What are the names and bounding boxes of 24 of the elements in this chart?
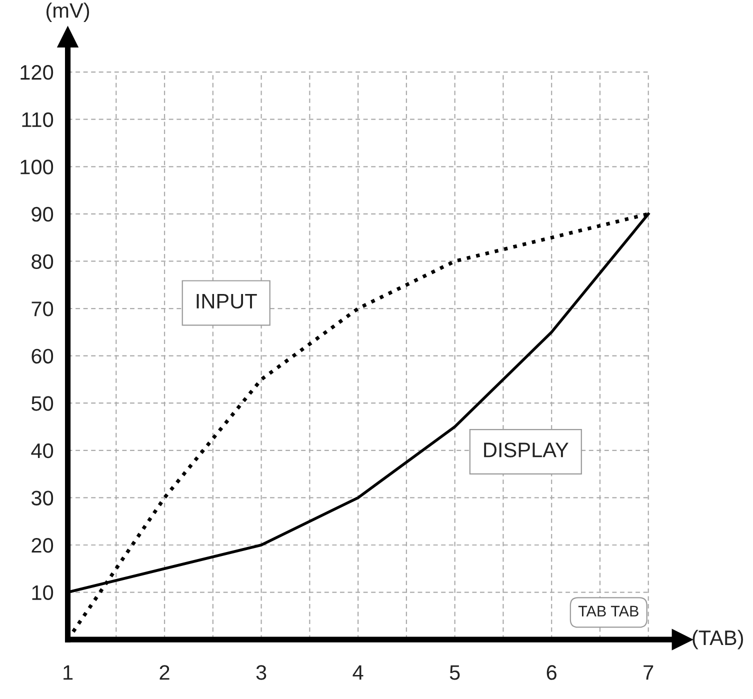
x-tick-label: 5 (450, 665, 460, 680)
annotation: TAB TAB (578, 606, 638, 616)
text: INPUT (196, 294, 257, 309)
y-tick-label: 50 (32, 396, 54, 411)
x-tick-label: 4 (352, 665, 364, 680)
series-label: DISPLAY (484, 442, 568, 458)
x-axis-title: (TAB) (692, 630, 743, 650)
y-tick-label: 60 (32, 348, 54, 364)
y-tick-label: 110 (22, 112, 54, 128)
y-tick-label: 120 (20, 65, 54, 80)
y-tick-label: 40 (31, 443, 54, 458)
y-axis-title: (mV) (46, 2, 90, 22)
x-tick-label: 3 (256, 665, 266, 680)
y-tick-label: 10 (32, 585, 54, 600)
y-tick-label: 100 (20, 160, 54, 174)
y-tick-label: 30 (32, 490, 54, 506)
y-tick-label: 80 (32, 254, 54, 269)
y-tick-label: 20 (32, 538, 54, 553)
x-tick-label: 7 (644, 665, 654, 680)
y-tick-label: 70 (32, 302, 54, 316)
x-tick-label: 2 (160, 665, 170, 680)
x-tick-label: 1 (64, 665, 73, 680)
y-tick-label: 90 (32, 206, 54, 222)
x-tick-label: 6 (546, 665, 556, 680)
